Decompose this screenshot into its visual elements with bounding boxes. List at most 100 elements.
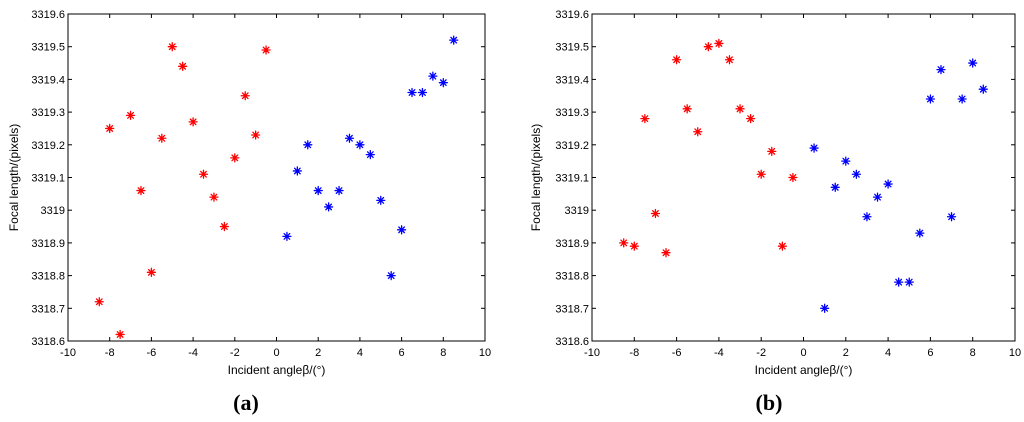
data-point	[640, 113, 650, 124]
data-point	[820, 303, 830, 313]
panel-label-open-paren: (	[756, 390, 763, 415]
data-point	[788, 172, 798, 183]
y-axis-label: Focal length/(pixels)	[7, 124, 21, 231]
panel-label-letter: a	[241, 390, 252, 415]
chart-panel-b: -10 -8 -6 -4 -2 0 2 4 6 8 10 3319.63319.53319.4331…	[529, 9, 1021, 415]
y-tick-label: 3319.4	[555, 74, 589, 86]
data-point	[735, 104, 745, 114]
x-tick-label: 10	[1009, 347, 1021, 359]
y-axis: 3319.6 3319.5 3319.4 3319.3 3319.2 3319.1 3319…	[555, 9, 1015, 348]
y-tick-label: 3319	[41, 205, 65, 217]
x-tick-label: 10	[479, 347, 491, 359]
data-point	[809, 143, 819, 153]
data-point	[198, 169, 209, 179]
data-point	[125, 110, 136, 121]
panel-label-close-paren: )	[775, 390, 782, 415]
x-tick-label: -4	[714, 347, 724, 359]
data-point	[230, 153, 240, 163]
data-point	[136, 185, 146, 196]
x-tick-label: 6	[927, 347, 933, 359]
data-point	[178, 61, 188, 71]
data-point	[94, 297, 104, 307]
y-tick-label: 3318.9	[31, 238, 65, 250]
x-axis-label: Incident angleβ/(°)	[755, 363, 853, 377]
x-tick-label: 0	[800, 347, 806, 359]
x-tick-label: -2	[756, 347, 766, 359]
data-point	[449, 35, 459, 45]
y-axis: 3319.6 3319.5 3319.4 3319.3 3319.2 3319.1 3319…	[31, 9, 485, 348]
x-tick-label: -2	[230, 347, 240, 359]
data-point	[936, 64, 946, 75]
x-tick-label: -4	[188, 347, 198, 359]
data-point	[355, 140, 365, 150]
y-tick-label: 3319.6	[555, 9, 589, 21]
data-point	[115, 329, 125, 340]
x-tick-label: 6	[399, 347, 405, 359]
x-axis: -10 -8 -6 -4 -2 0 2 4 6 8 10	[584, 14, 1021, 359]
data-point	[219, 221, 230, 232]
y-tick-label: 3318.8	[31, 271, 65, 283]
data-point	[188, 117, 198, 127]
data-point	[682, 104, 692, 114]
panel-label-close-paren: )	[252, 390, 259, 415]
data-point	[334, 185, 344, 196]
data-point	[417, 87, 428, 98]
y-tick-label: 3319.1	[31, 173, 65, 185]
y-tick-label: 3319.1	[555, 173, 589, 185]
data-point	[282, 231, 292, 242]
data-point	[671, 55, 682, 65]
x-tick-label: -10	[60, 347, 76, 359]
data-point	[292, 166, 302, 176]
data-point	[661, 248, 671, 258]
data-point	[323, 202, 334, 212]
data-point	[767, 146, 777, 156]
y-tick-label: 3318.7	[555, 303, 589, 315]
x-tick-label: 2	[315, 347, 321, 359]
data-point	[650, 208, 661, 219]
data-points	[619, 38, 988, 313]
data-point	[957, 94, 967, 104]
y-tick-label: 3319.2	[31, 140, 65, 152]
x-axis: -10 -8 -6 -4 -2 0 2 4 6 8 10	[60, 14, 491, 359]
x-tick-label: -8	[629, 347, 639, 359]
data-point	[146, 267, 157, 277]
y-tick-label: 3318.6	[555, 336, 589, 348]
data-point	[946, 212, 957, 222]
data-point	[251, 130, 261, 140]
data-point	[386, 270, 396, 281]
y-tick-label: 3318.6	[31, 336, 65, 348]
y-tick-label: 3319.3	[555, 107, 589, 119]
data-point	[209, 192, 219, 202]
data-point	[841, 156, 851, 166]
y-tick-label: 3319.2	[555, 140, 589, 152]
plot-area	[591, 13, 1016, 342]
data-point	[629, 241, 639, 251]
data-point	[619, 238, 629, 248]
x-tick-label: -6	[672, 347, 682, 359]
data-point	[925, 94, 936, 104]
x-tick-label: -8	[105, 347, 115, 359]
panel-label-letter: b	[763, 390, 775, 415]
y-tick-label: 3319.6	[31, 9, 65, 21]
x-tick-label: -10	[584, 347, 600, 359]
data-points	[94, 35, 459, 340]
data-point	[756, 169, 766, 179]
data-point	[396, 225, 407, 235]
data-point	[693, 127, 703, 137]
y-tick-label: 3319.5	[31, 42, 65, 54]
x-axis-label: Incident angleβ/(°)	[228, 363, 326, 377]
data-point	[240, 91, 250, 101]
panel-label: (b)	[756, 390, 783, 415]
x-tick-label: 0	[273, 347, 279, 359]
y-tick-label: 3319	[565, 205, 589, 217]
x-tick-label: 4	[885, 347, 891, 359]
y-tick-label: 3319.3	[31, 107, 65, 119]
data-point	[365, 149, 375, 160]
data-point	[167, 42, 177, 52]
x-tick-label: 4	[357, 347, 363, 359]
data-point	[105, 123, 115, 134]
data-point	[157, 133, 167, 143]
panel-label-open-paren: (	[233, 390, 240, 415]
y-tick-label: 3318.8	[555, 271, 589, 283]
x-tick-label: -6	[147, 347, 157, 359]
